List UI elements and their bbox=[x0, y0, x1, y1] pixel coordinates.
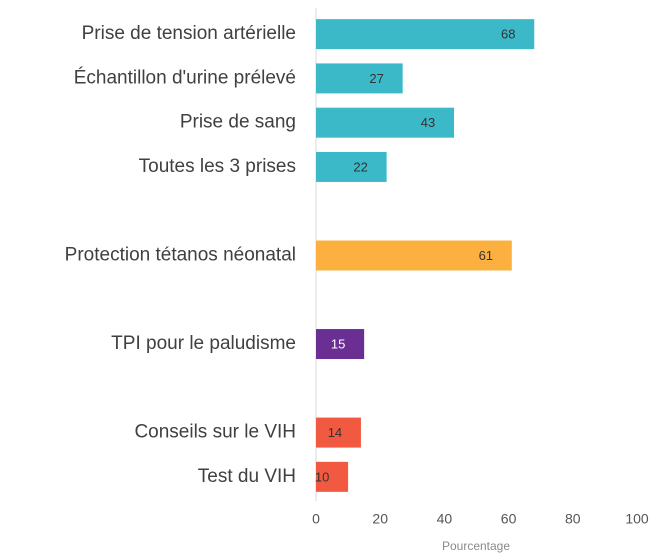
bar bbox=[316, 151, 387, 182]
x-tick-label: 80 bbox=[565, 511, 581, 527]
x-tick-label: 60 bbox=[501, 511, 517, 527]
value-label: 22 bbox=[353, 159, 367, 174]
x-tick-label: 20 bbox=[372, 511, 388, 527]
value-label: 10 bbox=[315, 469, 329, 484]
y-tick-label: Prise de sang bbox=[180, 112, 296, 133]
value-label: 43 bbox=[421, 115, 435, 130]
bar bbox=[316, 63, 403, 94]
y-tick-label: Échantillon d'urine prélevé bbox=[74, 67, 296, 88]
x-tick-label: 100 bbox=[625, 511, 649, 527]
y-tick-label: TPI pour le paludisme bbox=[111, 333, 296, 354]
x-tick-label: 40 bbox=[437, 511, 453, 527]
value-label: 27 bbox=[369, 71, 383, 86]
bar bbox=[316, 417, 361, 448]
value-label: 15 bbox=[331, 336, 345, 351]
x-axis-label: Pourcentage bbox=[442, 539, 510, 553]
bar bbox=[316, 329, 365, 360]
bar bbox=[316, 240, 512, 271]
bar bbox=[316, 461, 349, 492]
y-tick-label: Protection tétanos néonatal bbox=[65, 245, 296, 266]
y-tick-label: Conseils sur le VIH bbox=[134, 422, 296, 443]
value-label: 14 bbox=[328, 425, 342, 440]
value-label: 61 bbox=[479, 248, 493, 263]
y-tick-label: Prise de tension artérielle bbox=[82, 23, 296, 44]
value-label: 68 bbox=[501, 27, 515, 42]
y-tick-label: Toutes les 3 prises bbox=[139, 156, 296, 177]
x-tick-label: 0 bbox=[312, 511, 320, 527]
bar bbox=[316, 19, 535, 50]
y-tick-label: Test du VIH bbox=[198, 466, 296, 487]
bar bbox=[316, 107, 455, 138]
